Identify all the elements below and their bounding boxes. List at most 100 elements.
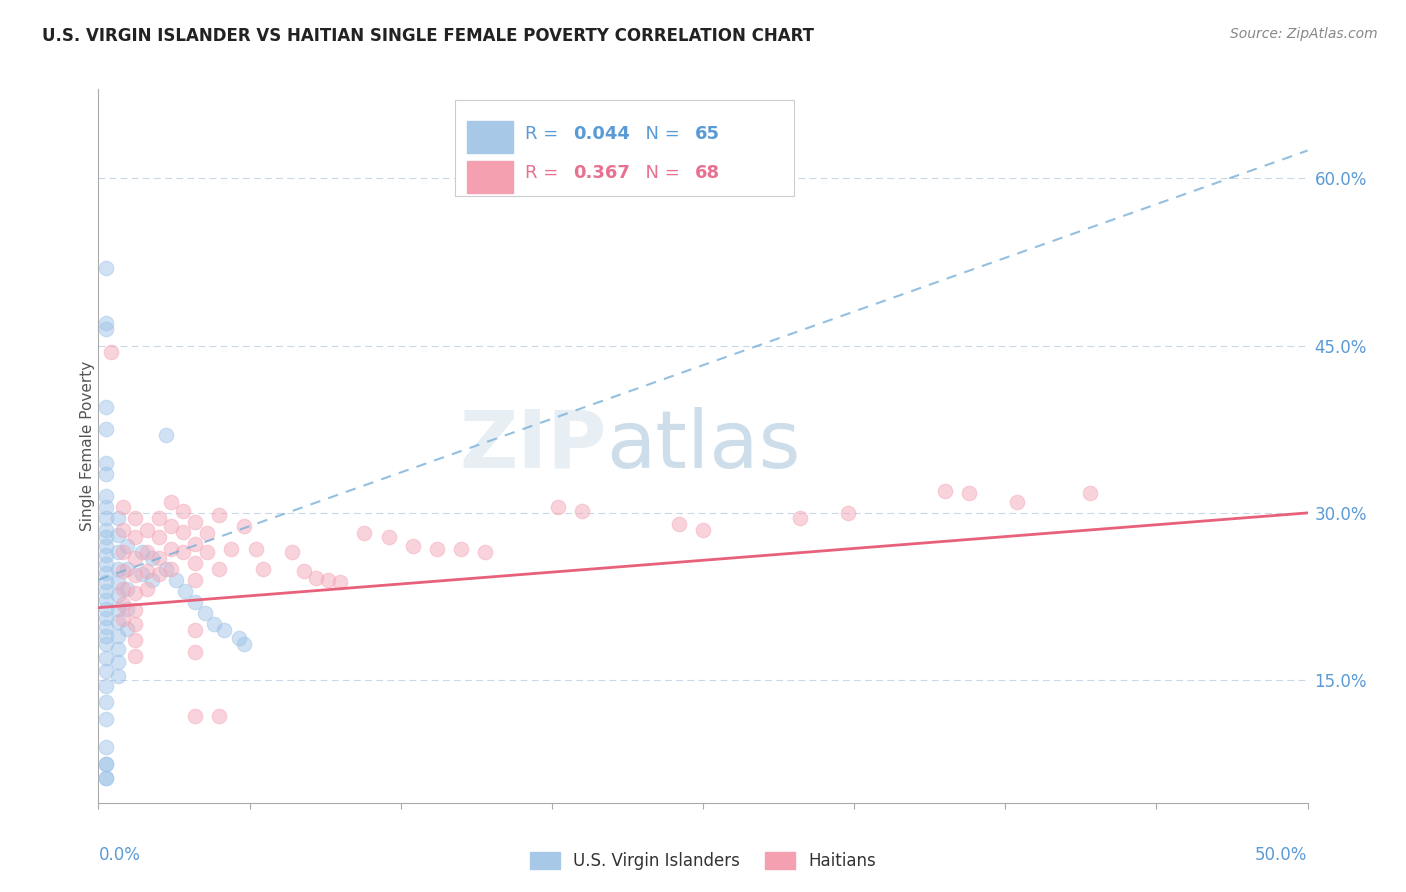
Point	[135, 545, 157, 559]
Point	[107, 669, 129, 683]
Point	[426, 541, 449, 556]
Point	[148, 530, 170, 544]
Point	[107, 655, 129, 669]
Bar	[456, 100, 793, 196]
Point	[155, 562, 177, 576]
Point	[135, 523, 157, 537]
Point	[117, 562, 139, 576]
Point	[245, 541, 267, 556]
Point	[94, 771, 117, 786]
Point	[208, 562, 231, 576]
Point	[94, 322, 117, 336]
Point	[148, 567, 170, 582]
Text: ZIP: ZIP	[458, 407, 606, 485]
Point	[131, 567, 153, 582]
Point	[934, 483, 956, 498]
Point	[107, 615, 129, 630]
Point	[571, 503, 593, 517]
Point	[94, 400, 117, 414]
Point	[1078, 485, 1101, 500]
Point	[124, 530, 146, 544]
Point	[131, 545, 153, 559]
Point	[94, 637, 117, 651]
Point	[107, 528, 129, 542]
Point	[1007, 494, 1029, 508]
Point	[94, 756, 117, 771]
Point	[172, 503, 194, 517]
Point	[107, 602, 129, 616]
Point	[107, 562, 129, 576]
Point	[94, 500, 117, 515]
Point	[450, 541, 472, 556]
Point	[135, 564, 157, 578]
Point	[305, 571, 328, 585]
Point	[184, 708, 207, 723]
Point	[208, 508, 231, 523]
Point	[353, 526, 375, 541]
Point	[668, 517, 690, 532]
Text: 50.0%: 50.0%	[1256, 846, 1308, 863]
Point	[111, 523, 134, 537]
Point	[111, 545, 134, 559]
Point	[232, 519, 254, 533]
Point	[94, 548, 117, 563]
Point	[107, 642, 129, 657]
Point	[184, 556, 207, 570]
Point	[94, 530, 117, 544]
Text: R =: R =	[526, 164, 564, 182]
Point	[117, 582, 139, 596]
Point	[292, 564, 315, 578]
Point	[94, 489, 117, 503]
Point	[124, 617, 146, 632]
Text: Source: ZipAtlas.com: Source: ZipAtlas.com	[1230, 27, 1378, 41]
Point	[547, 500, 569, 515]
Point	[117, 602, 139, 616]
Point	[329, 574, 352, 589]
Point	[100, 345, 122, 359]
Point	[184, 573, 207, 587]
Text: atlas: atlas	[606, 407, 800, 485]
Text: 0.0%: 0.0%	[98, 846, 141, 863]
Point	[94, 610, 117, 624]
Text: R =: R =	[526, 125, 564, 143]
Point	[172, 524, 194, 539]
Point	[94, 679, 117, 693]
Point	[94, 317, 117, 331]
Point	[94, 566, 117, 580]
Point	[124, 603, 146, 617]
Point	[94, 456, 117, 470]
Text: N =: N =	[634, 125, 686, 143]
Point	[141, 573, 163, 587]
Point	[160, 562, 183, 576]
Point	[155, 427, 177, 442]
Point	[174, 583, 197, 598]
Text: 0.367: 0.367	[574, 164, 630, 182]
Point	[194, 607, 217, 621]
Point	[232, 637, 254, 651]
Point	[94, 557, 117, 572]
Point	[124, 648, 146, 663]
Point	[94, 771, 117, 786]
Text: 0.044: 0.044	[574, 125, 630, 143]
Point	[124, 633, 146, 648]
Point	[165, 573, 187, 587]
Point	[184, 515, 207, 529]
Point	[111, 598, 134, 612]
Point	[204, 617, 226, 632]
Point	[316, 573, 339, 587]
Point	[172, 545, 194, 559]
Point	[212, 623, 235, 637]
Point	[111, 612, 134, 626]
Point	[111, 500, 134, 515]
Bar	[467, 161, 513, 193]
Y-axis label: Single Female Poverty: Single Female Poverty	[80, 361, 94, 531]
Point	[124, 568, 146, 582]
Point	[124, 550, 146, 565]
Point	[148, 511, 170, 525]
Point	[111, 582, 134, 596]
Point	[107, 545, 129, 559]
Point	[111, 564, 134, 578]
Bar	[467, 121, 513, 153]
Point	[789, 511, 811, 525]
Point	[184, 537, 207, 551]
